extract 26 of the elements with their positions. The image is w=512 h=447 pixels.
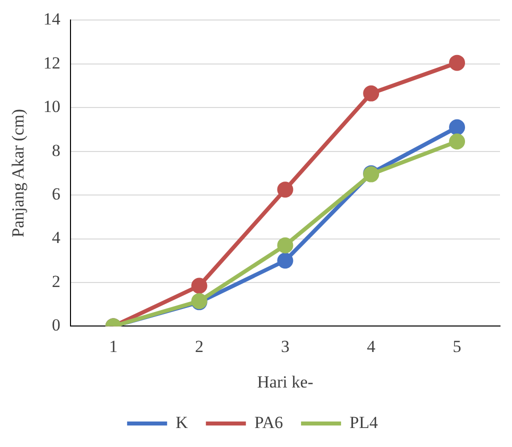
point	[277, 237, 294, 254]
x-tick-label: 5	[452, 336, 462, 356]
y-tick-label: 0	[52, 316, 60, 335]
y-tick-label: 14	[43, 10, 61, 29]
legend-label: K	[176, 412, 189, 432]
legend-label: PL4	[350, 412, 378, 432]
y-tick-label: 2	[52, 272, 60, 291]
x-axis-title: Hari ke-	[257, 372, 314, 392]
y-tick-label: 8	[52, 140, 60, 160]
x-tick-label: 2	[195, 336, 204, 356]
legend-label: PA6	[254, 412, 284, 432]
point	[191, 278, 208, 294]
point	[277, 182, 294, 198]
point	[449, 134, 466, 150]
y-tick-label: 4	[52, 228, 61, 248]
point	[449, 54, 466, 71]
y-tick-label: 12	[43, 53, 60, 72]
point	[277, 252, 294, 269]
y-axis-title: Panjang Akar (cm)	[8, 108, 28, 238]
y-tick-label: 6	[52, 184, 60, 204]
x-tick-label: 1	[109, 336, 118, 356]
point	[363, 85, 380, 102]
point	[449, 119, 466, 136]
x-tick-label: 3	[280, 336, 290, 356]
y-tick-label: 10	[43, 97, 60, 116]
x-tick-label: 4	[366, 336, 376, 356]
